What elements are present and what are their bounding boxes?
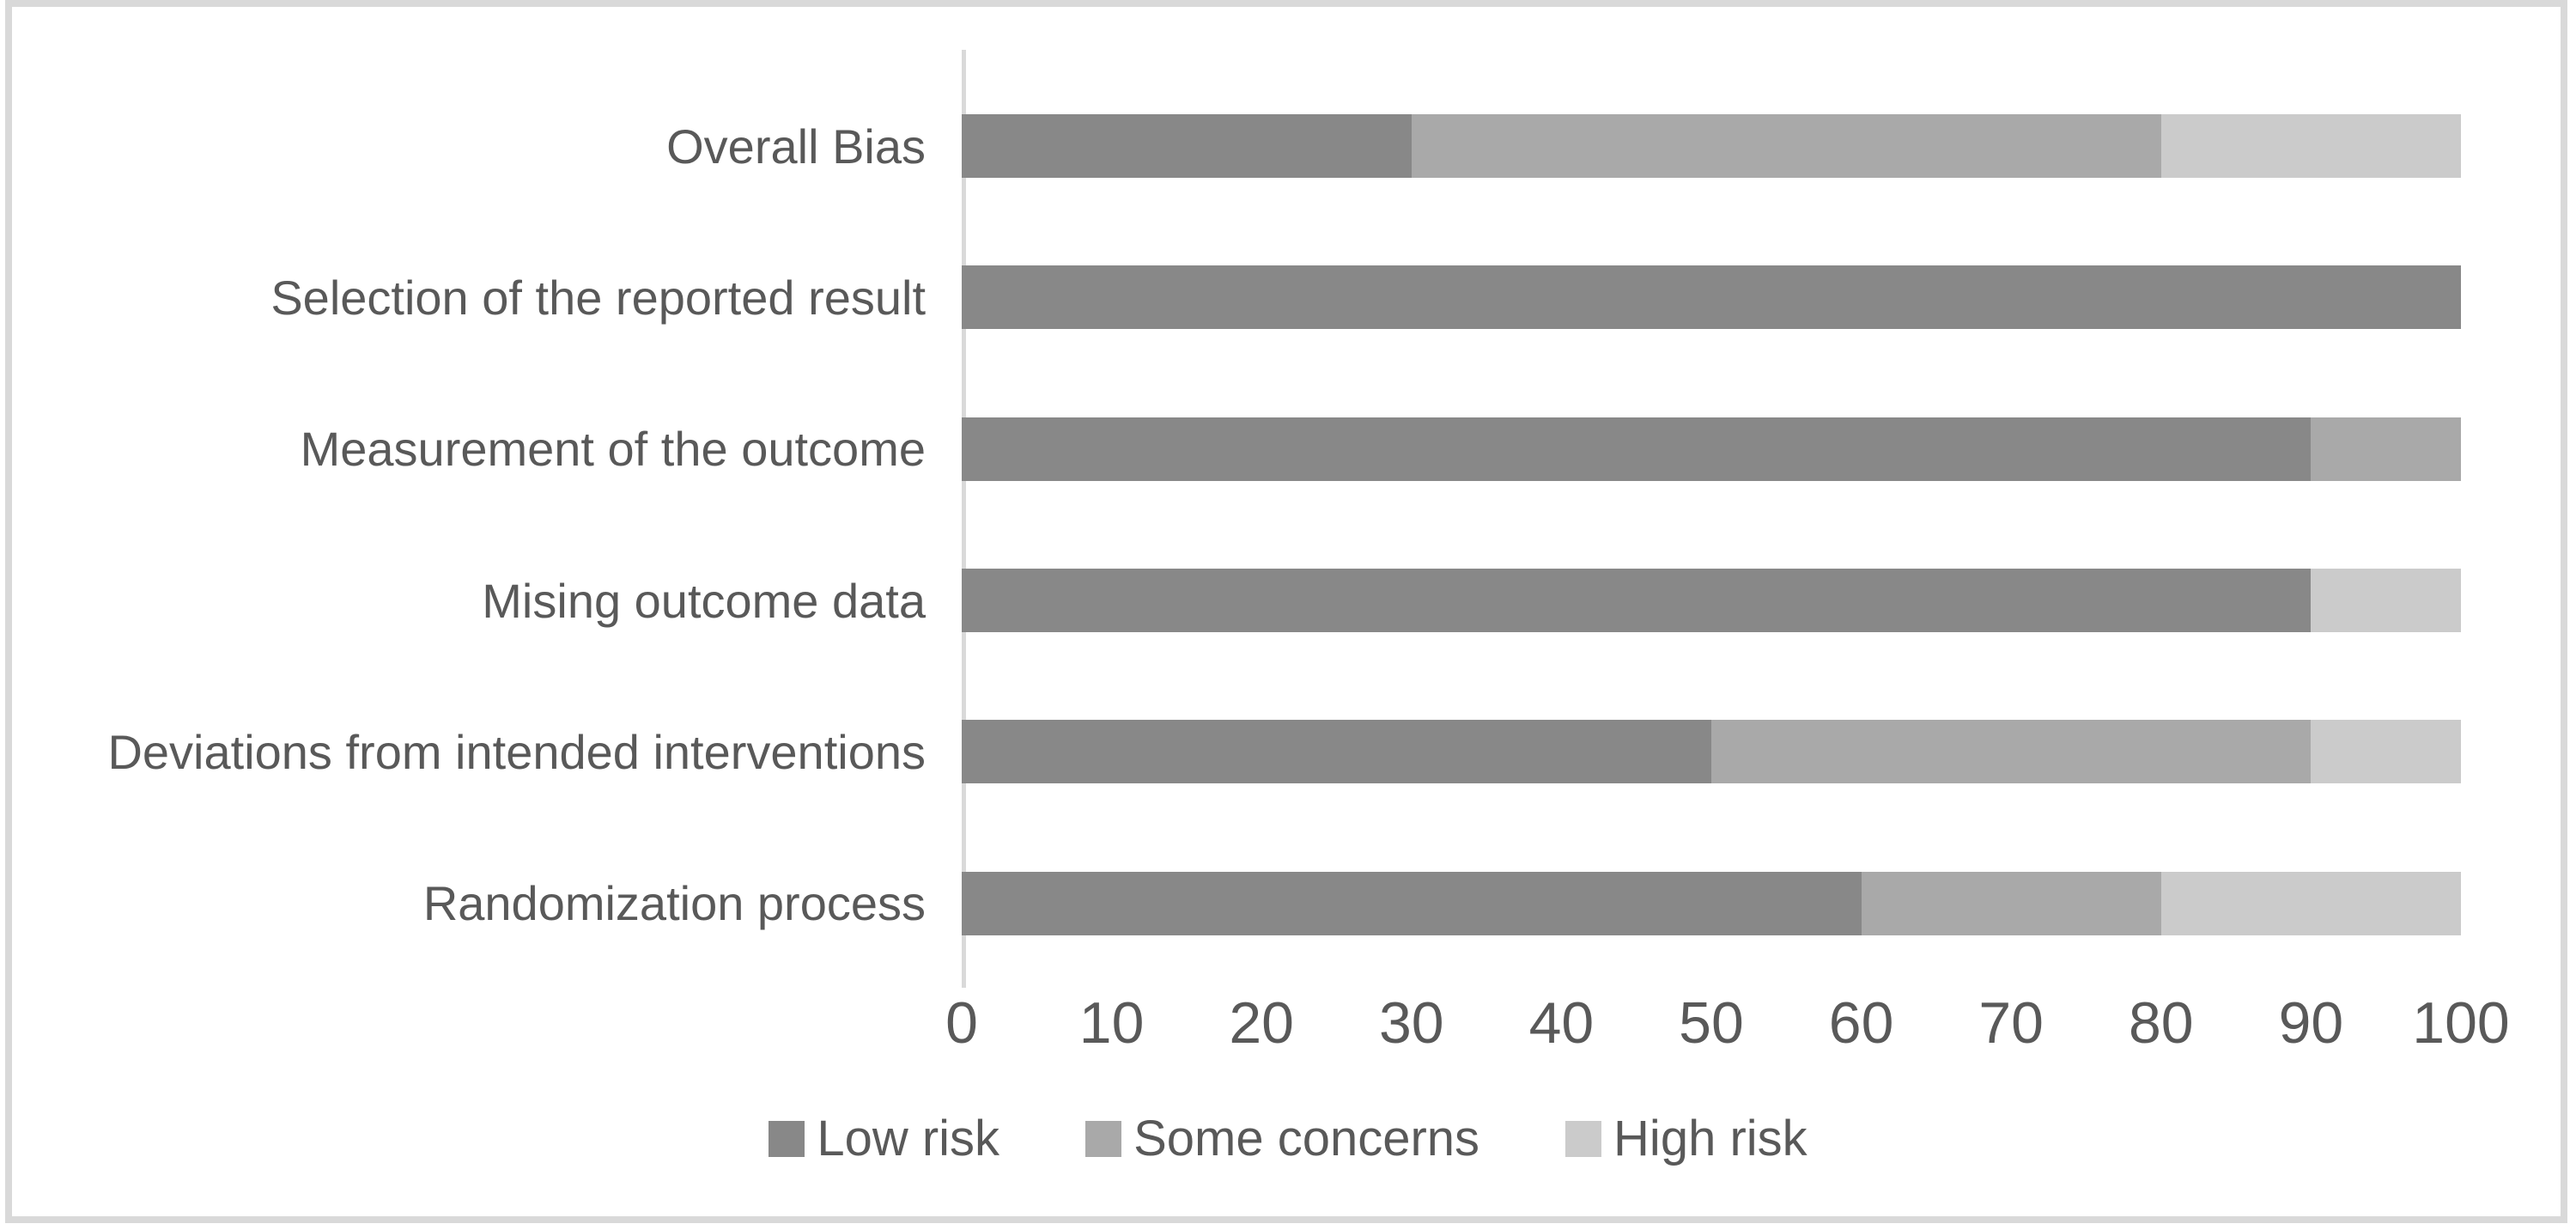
x-tick-label-100: 100 <box>2412 990 2510 1056</box>
x-tick-label-80: 80 <box>2128 990 2194 1056</box>
bar-track-selection-of-the-reported-result <box>962 265 2461 330</box>
category-label-randomization-process: Randomization process <box>422 876 926 931</box>
bar-segment-low-risk <box>962 265 2461 330</box>
y-axis-line <box>962 50 966 988</box>
bar-track-mising-outcome-data <box>962 569 2461 633</box>
x-tick-label-70: 70 <box>1978 990 2044 1056</box>
bar-track-randomization-process <box>962 871 2461 935</box>
legend-swatch-icon-low-risk <box>769 1120 805 1157</box>
legend-label-low-risk: Low risk <box>817 1111 1000 1166</box>
category-label-deviations-from-intended-interventions: Deviations from intended interventions <box>107 724 926 779</box>
bar-segment-some-concerns <box>1411 114 2161 179</box>
bar-segment-low-risk <box>962 720 1711 784</box>
chart-row-measurement-of-the-outcome: Measurement of the outcome <box>26 374 2461 525</box>
x-tick-label-60: 60 <box>1828 990 1894 1056</box>
bar-segment-low-risk <box>962 417 2312 481</box>
bar-segment-some-concerns <box>1711 720 2312 784</box>
bar-segment-low-risk <box>962 569 2312 633</box>
x-tick-label-90: 90 <box>2278 990 2344 1056</box>
legend-swatch-icon-some-concerns <box>1085 1120 1122 1157</box>
chart-row-deviations-from-intended-interventions: Deviations from intended interventions <box>26 676 2461 827</box>
x-tick-label-20: 20 <box>1229 990 1295 1056</box>
legend-label-some-concerns: Some concerns <box>1133 1111 1480 1166</box>
bar-segment-high-risk <box>2311 720 2461 784</box>
bar-track-overall-bias <box>962 114 2461 179</box>
bar-segment-low-risk <box>962 114 1412 179</box>
chart-row-selection-of-the-reported-result: Selection of the reported result <box>26 222 2461 373</box>
legend: Low risk Some concerns High risk <box>0 1110 2576 1167</box>
category-label-overall-bias: Overall Bias <box>666 119 926 174</box>
x-tick-label-0: 0 <box>945 990 978 1056</box>
bar-segment-high-risk <box>2160 114 2461 179</box>
legend-label-high-risk: High risk <box>1613 1111 1807 1166</box>
legend-item-some-concerns: Some concerns <box>1085 1110 1479 1167</box>
legend-swatch-icon-high-risk <box>1565 1120 1602 1157</box>
x-tick-label-30: 30 <box>1378 990 1444 1056</box>
chart-row-mising-outcome-data: Mising outcome data <box>26 525 2461 676</box>
bar-segment-high-risk <box>2160 871 2461 935</box>
chart-frame-border <box>5 0 2567 1223</box>
bar-segment-high-risk <box>2311 569 2461 633</box>
bar-track-deviations-from-intended-interventions <box>962 720 2461 784</box>
bar-segment-some-concerns <box>2311 417 2461 481</box>
bar-track-measurement-of-the-outcome <box>962 417 2461 481</box>
x-axis-tick-labels: 0 10 20 30 40 50 60 70 80 90 100 <box>945 989 2510 1067</box>
category-label-measurement-of-the-outcome: Measurement of the outcome <box>300 422 926 477</box>
x-tick-label-50: 50 <box>1679 990 1744 1056</box>
category-label-mising-outcome-data: Mising outcome data <box>482 573 926 628</box>
legend-item-high-risk: High risk <box>1565 1110 1807 1167</box>
legend-item-low-risk: Low risk <box>769 1110 999 1167</box>
bar-segment-low-risk <box>962 871 1862 935</box>
chart-row-overall-bias: Overall Bias <box>26 70 2461 222</box>
x-tick-label-40: 40 <box>1528 990 1595 1056</box>
bars-area: Overall Bias Selection of the reported re… <box>26 70 2461 979</box>
x-tick-label-10: 10 <box>1078 990 1145 1056</box>
bar-segment-some-concerns <box>1861 871 2161 935</box>
chart-row-randomization-process: Randomization process <box>26 828 2461 979</box>
category-label-selection-of-the-reported-result: Selection of the reported result <box>270 270 926 325</box>
